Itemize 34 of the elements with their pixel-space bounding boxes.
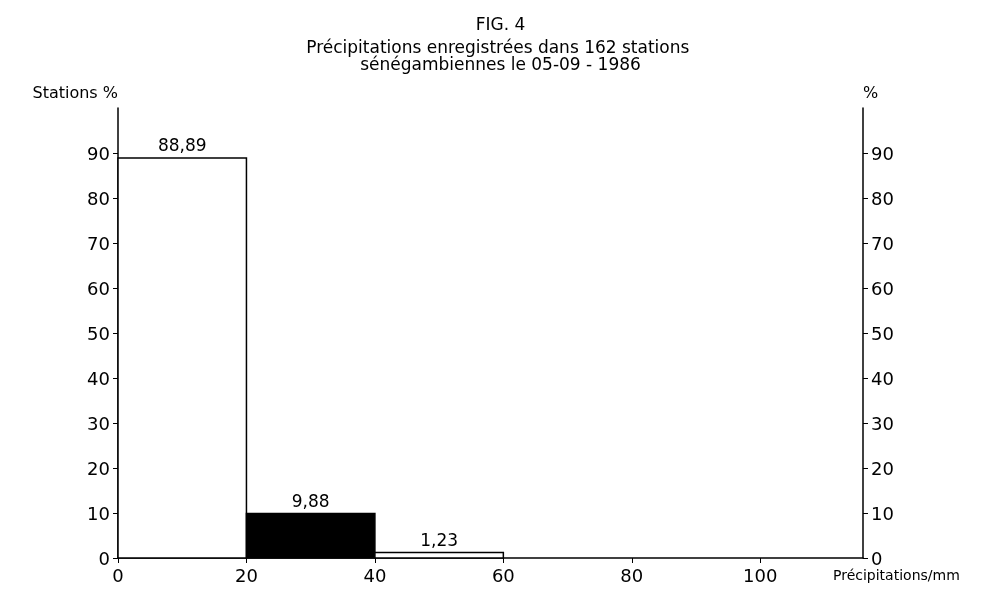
y-tick-label: 30 bbox=[87, 412, 110, 434]
y2-tick-label: 40 bbox=[871, 367, 894, 389]
y2-tick-label: 0 bbox=[871, 547, 883, 569]
x-tick-label: 60 bbox=[491, 564, 515, 586]
y2-tick-label: 30 bbox=[871, 412, 894, 434]
y-tick-label: 80 bbox=[87, 187, 110, 209]
y2-tick-label: 60 bbox=[871, 277, 894, 299]
y2-tick-label: 90 bbox=[871, 142, 894, 164]
data-label: 1,23 bbox=[420, 529, 459, 550]
y2-tick-label: 80 bbox=[871, 187, 894, 209]
y-tick-label: 60 bbox=[87, 277, 110, 299]
y2-tick-label: 70 bbox=[871, 232, 894, 254]
y2-tick-label: 50 bbox=[871, 322, 894, 344]
x-axis-title: Précipitations/mm bbox=[833, 567, 960, 583]
y-tick-label: 10 bbox=[87, 502, 110, 524]
y-tick-label: 40 bbox=[87, 367, 110, 389]
y-axis-title: Stations % bbox=[32, 82, 118, 102]
data-label: 88,89 bbox=[157, 135, 207, 156]
x-tick-label: 100 bbox=[743, 564, 778, 586]
chart-title: FIG. 4 bbox=[475, 13, 526, 34]
x-tick-label: 40 bbox=[363, 564, 387, 586]
y-tick-label: 50 bbox=[87, 322, 110, 344]
y-tick-label: 20 bbox=[87, 457, 110, 479]
y-tick-label: 70 bbox=[87, 232, 110, 254]
data-label: 9,88 bbox=[291, 491, 330, 512]
x-tick-label: 0 bbox=[112, 564, 124, 586]
y2-tick-label: 10 bbox=[871, 502, 894, 524]
x-tick-label: 20 bbox=[235, 564, 258, 586]
y-tick-label: 0 bbox=[98, 547, 110, 569]
y2-axis-title: % bbox=[863, 82, 879, 102]
y-tick-label: 90 bbox=[87, 142, 110, 164]
x-tick-label: 80 bbox=[620, 564, 644, 586]
y2-tick-label: 20 bbox=[871, 457, 894, 479]
chart-subtitle: Précipitations enregistrées dans 162 stations sénégambiennes le 05-09 - 1986 bbox=[306, 36, 695, 74]
